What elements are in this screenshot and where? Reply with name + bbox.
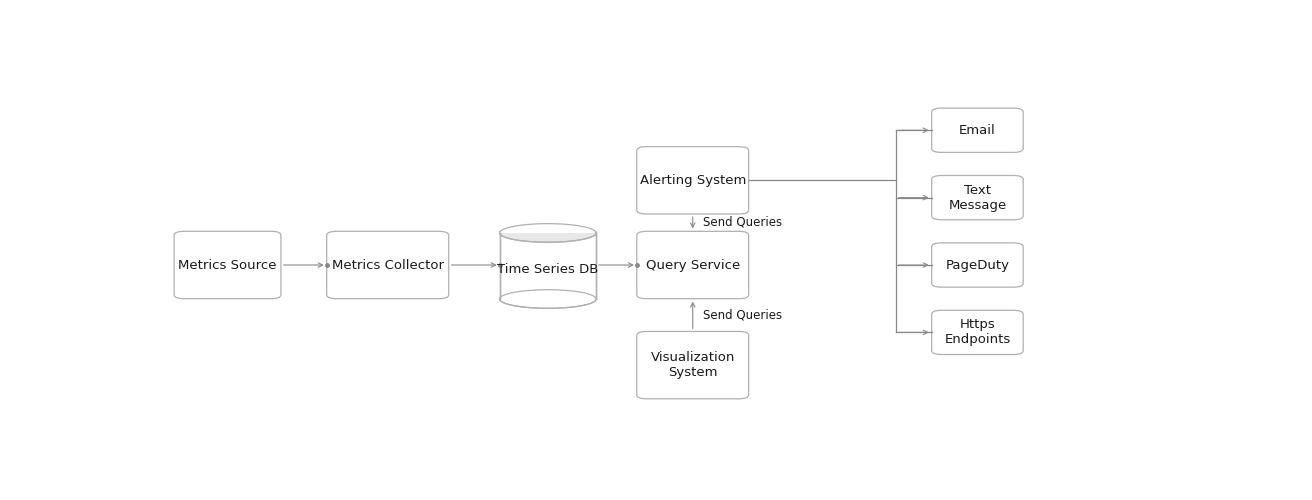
Text: Email: Email — [959, 124, 996, 137]
Text: Text
Message: Text Message — [949, 184, 1006, 212]
Ellipse shape — [500, 290, 596, 308]
FancyBboxPatch shape — [636, 332, 749, 399]
FancyBboxPatch shape — [932, 176, 1023, 220]
Text: Query Service: Query Service — [646, 258, 740, 272]
Text: PageDuty: PageDuty — [946, 258, 1009, 272]
Text: Send Queries: Send Queries — [703, 216, 782, 229]
Text: Time Series DB: Time Series DB — [497, 263, 598, 276]
Ellipse shape — [500, 224, 596, 242]
FancyBboxPatch shape — [636, 232, 749, 298]
Bar — [500, 223, 596, 234]
Text: Https
Endpoints: Https Endpoints — [945, 318, 1010, 346]
Text: Visualization
System: Visualization System — [651, 351, 735, 379]
Text: Alerting System: Alerting System — [639, 174, 747, 187]
FancyBboxPatch shape — [636, 146, 749, 214]
FancyBboxPatch shape — [174, 232, 281, 298]
Text: Metrics Source: Metrics Source — [178, 258, 277, 272]
FancyBboxPatch shape — [932, 310, 1023, 354]
FancyBboxPatch shape — [327, 232, 449, 298]
Bar — [500, 233, 596, 299]
Text: Send Queries: Send Queries — [703, 308, 782, 322]
Bar — [500, 233, 596, 299]
FancyBboxPatch shape — [932, 243, 1023, 287]
Text: Metrics Collector: Metrics Collector — [332, 258, 443, 272]
FancyBboxPatch shape — [932, 108, 1023, 152]
